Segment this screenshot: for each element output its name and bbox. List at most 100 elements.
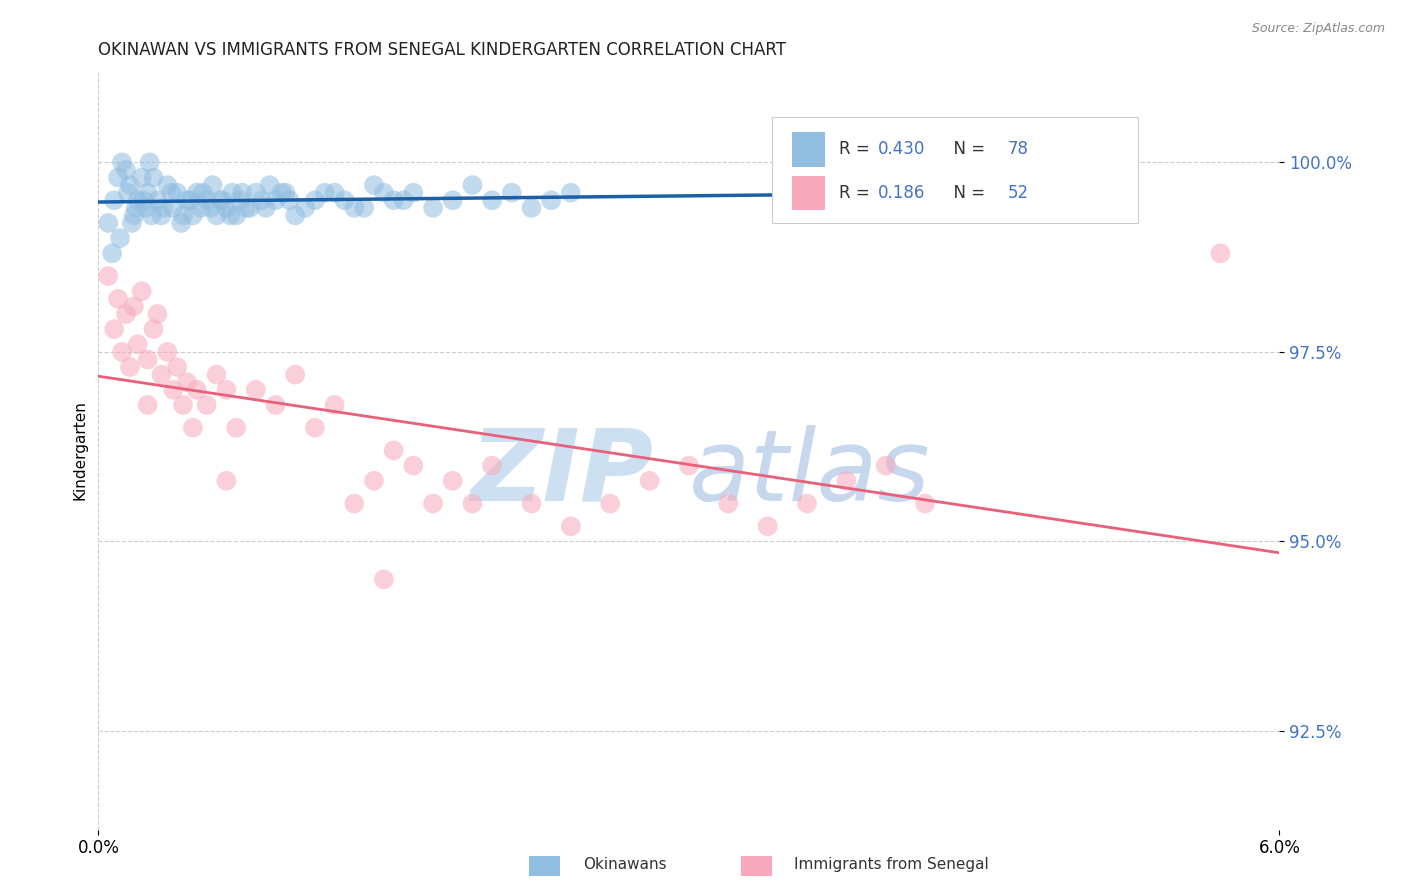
Point — [402, 186, 425, 200]
Point — [756, 519, 779, 533]
Text: atlas: atlas — [689, 425, 931, 522]
Point — [304, 421, 326, 435]
Point — [560, 519, 582, 533]
Point — [107, 292, 129, 306]
Point — [363, 474, 385, 488]
Point — [115, 163, 138, 178]
Point — [229, 194, 252, 208]
Point — [382, 194, 405, 208]
Point — [186, 383, 208, 397]
Point — [835, 474, 858, 488]
Point — [170, 216, 193, 230]
Point — [540, 194, 562, 208]
Point — [323, 186, 346, 200]
Point — [141, 209, 163, 223]
Point — [284, 368, 307, 382]
Point — [195, 398, 218, 412]
Point — [284, 209, 307, 223]
Point — [373, 573, 395, 587]
Point — [131, 170, 153, 185]
Point — [111, 155, 134, 169]
Point — [156, 178, 179, 193]
Point — [135, 201, 157, 215]
Point — [103, 194, 125, 208]
Point — [181, 421, 204, 435]
Point — [200, 201, 222, 215]
Point — [245, 186, 267, 200]
Point — [422, 201, 444, 215]
Text: R =: R = — [839, 184, 875, 202]
Point — [363, 178, 385, 193]
Text: 0.186: 0.186 — [877, 184, 925, 202]
Point — [215, 474, 238, 488]
Point — [254, 201, 277, 215]
Point — [402, 458, 425, 473]
Text: 0.430: 0.430 — [877, 140, 925, 159]
Bar — [792, 132, 825, 167]
Point — [211, 194, 233, 208]
Point — [250, 194, 273, 208]
Point — [264, 398, 287, 412]
Point — [225, 421, 247, 435]
Point — [294, 201, 316, 215]
Point — [127, 337, 149, 351]
Point — [162, 201, 184, 215]
Point — [278, 194, 301, 208]
Point — [392, 194, 415, 208]
Point — [343, 497, 366, 511]
Point — [201, 178, 224, 193]
Text: ZIP: ZIP — [471, 425, 654, 522]
Point — [186, 186, 208, 200]
Point — [101, 246, 124, 260]
Point — [146, 194, 169, 208]
Point — [195, 194, 218, 208]
Text: Source: ZipAtlas.com: Source: ZipAtlas.com — [1251, 22, 1385, 36]
Point — [231, 186, 253, 200]
Text: N =: N = — [943, 140, 990, 159]
Point — [160, 186, 183, 200]
Point — [422, 497, 444, 511]
Point — [107, 170, 129, 185]
Point — [97, 216, 120, 230]
Point — [678, 458, 700, 473]
Text: OKINAWAN VS IMMIGRANTS FROM SENEGAL KINDERGARTEN CORRELATION CHART: OKINAWAN VS IMMIGRANTS FROM SENEGAL KIND… — [98, 41, 786, 59]
Point — [136, 352, 159, 367]
Text: Okinawans: Okinawans — [583, 857, 666, 872]
Point — [221, 186, 243, 200]
Point — [382, 443, 405, 458]
Point — [239, 201, 262, 215]
Point — [717, 497, 740, 511]
Point — [122, 300, 145, 314]
Text: 52: 52 — [1008, 184, 1029, 202]
Bar — [792, 176, 825, 210]
Point — [131, 285, 153, 299]
Point — [166, 186, 188, 200]
Point — [225, 209, 247, 223]
Y-axis label: Kindergarten: Kindergarten — [72, 401, 87, 500]
Point — [205, 368, 228, 382]
Point — [115, 307, 138, 321]
Point — [373, 186, 395, 200]
Point — [125, 201, 148, 215]
Point — [264, 194, 287, 208]
Point — [162, 383, 184, 397]
Point — [97, 269, 120, 284]
Point — [353, 201, 375, 215]
Point — [127, 194, 149, 208]
Point — [118, 178, 141, 193]
Point — [270, 186, 292, 200]
Point — [180, 194, 202, 208]
Point — [461, 497, 484, 511]
Point — [190, 201, 212, 215]
Point — [520, 497, 543, 511]
Point — [138, 155, 160, 169]
Point — [166, 360, 188, 375]
Point — [245, 383, 267, 397]
Point — [441, 474, 464, 488]
Point — [150, 209, 173, 223]
Text: Immigrants from Senegal: Immigrants from Senegal — [794, 857, 990, 872]
Point — [333, 194, 356, 208]
Point — [796, 497, 818, 511]
Point — [461, 178, 484, 193]
Point — [481, 194, 503, 208]
